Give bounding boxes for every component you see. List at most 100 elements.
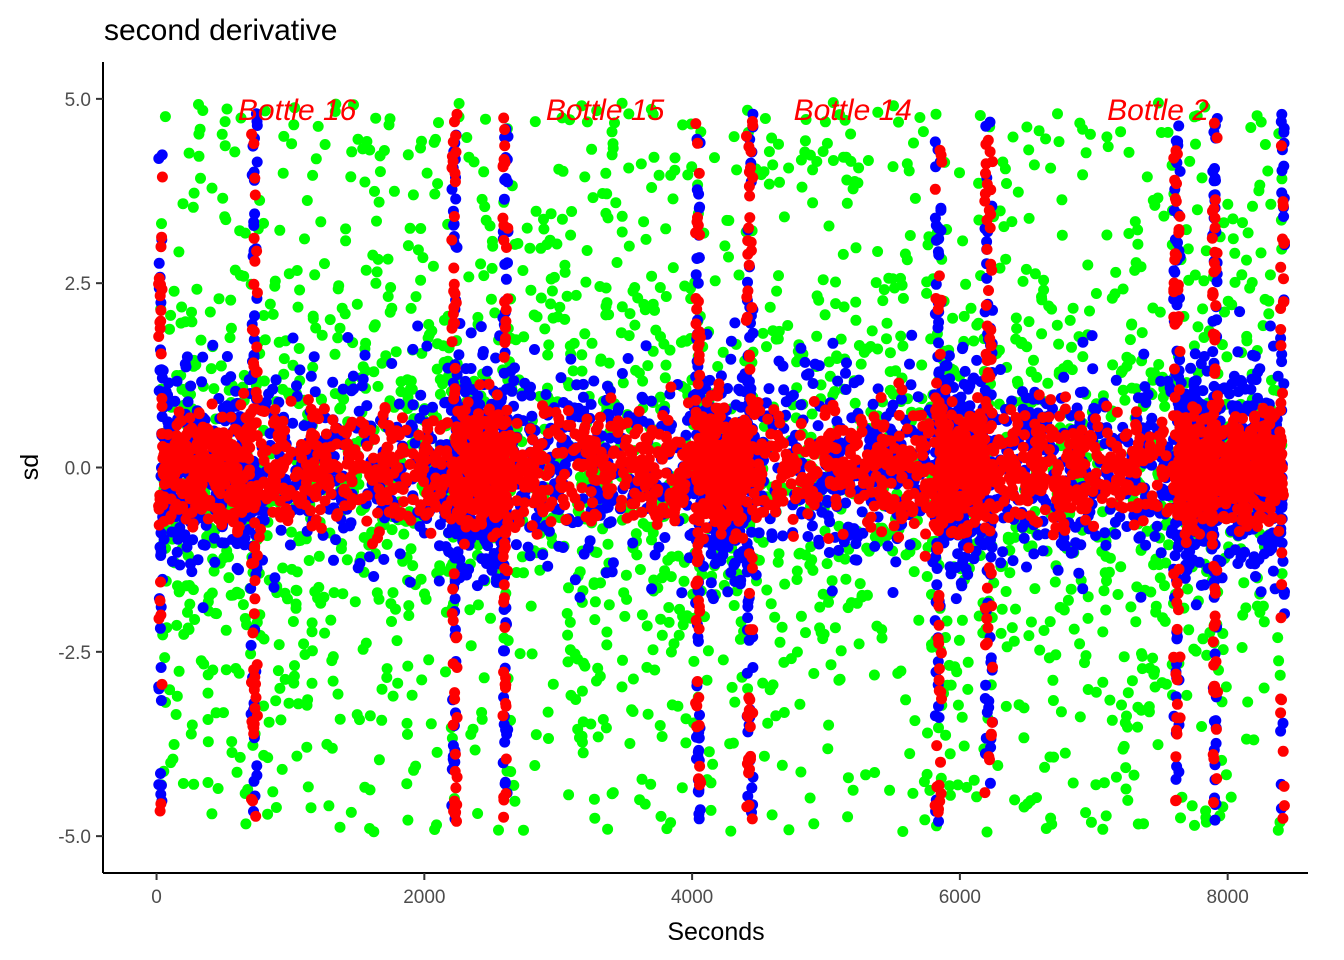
data-point-green [814,622,826,634]
data-point-blue [275,524,287,536]
data-point-blue [745,383,757,395]
data-point-green [264,298,276,310]
data-point-green [1045,162,1057,174]
data-point-green [1122,794,1134,806]
data-point-green [288,119,300,131]
data-point-green [514,648,526,660]
data-point-green [1242,227,1254,239]
data-point-green [944,789,956,801]
data-point-green [841,197,853,209]
data-point-green [410,291,422,303]
data-point-green [225,322,237,334]
data-point-green [557,165,569,177]
data-point-green [1253,185,1265,197]
data-point-green [951,666,963,678]
data-point-blue [196,376,208,388]
data-point-blue [542,560,554,572]
data-point-green [225,294,237,306]
data-point-blue [1110,374,1122,386]
data-point-green [576,730,588,742]
data-point-green [623,162,635,174]
data-point-green [1221,351,1233,363]
data-point-green [1100,604,1112,616]
data-point-green [1155,127,1167,138]
data-point-blue [730,399,742,411]
data-point-blue [393,398,405,410]
data-point-green [269,280,281,292]
data-point-green [542,349,554,361]
data-point-green [866,325,878,337]
data-point-green [195,172,206,184]
data-point-green [791,646,803,658]
data-point-green [1225,791,1237,803]
data-point-blue [912,391,924,403]
data-point-green [186,306,197,318]
data-point-green [907,787,919,799]
data-point-green [234,269,246,281]
data-point-green [606,149,618,161]
data-point-green [274,224,286,236]
data-point-green [1129,216,1141,228]
data-point-green [1058,604,1070,616]
data-point-green [811,156,823,167]
data-point-green [1255,116,1267,128]
data-point-blue [328,554,339,566]
data-point-green [757,327,769,339]
data-point-blue [799,356,811,368]
data-point-green [944,748,956,760]
data-point-green [216,128,228,140]
data-point-green [719,240,731,252]
data-point-green [635,158,647,170]
data-point-green [332,283,344,295]
data-point-green [559,266,571,278]
data-point-green [772,556,784,568]
data-point-blue [221,351,233,362]
data-point-green [1274,669,1286,681]
data-point-green [1029,268,1041,280]
data-point-green [1248,734,1260,746]
data-point-green [1245,122,1257,133]
data-point-green [1154,572,1166,584]
data-point-blue [1028,548,1040,560]
data-point-green [831,350,843,362]
data-point-green [292,698,304,710]
data-point-green [952,779,964,791]
data-point-green [602,212,614,224]
data-point-blue [1018,532,1030,544]
data-point-green [869,767,881,778]
data-point-blue [1135,591,1147,603]
data-point-green [159,652,171,664]
data-point-green [1045,812,1057,824]
data-point-green [213,293,225,305]
points-layer [153,97,1290,838]
data-point-green [294,284,306,296]
data-point-green [1101,229,1113,241]
data-point-green [678,575,690,587]
data-point-green [292,301,304,313]
data-point-green [579,171,591,183]
data-point-green [1010,333,1022,345]
data-point-green [529,760,541,771]
data-point-green [1147,652,1159,664]
data-point-green [1276,173,1288,185]
data-point-green [401,778,413,790]
data-point-blue [709,558,721,570]
data-point-green [274,682,286,694]
data-point-green [267,786,279,798]
data-point-green [900,694,912,706]
data-point-green [564,644,576,656]
data-point-green [1229,276,1241,288]
data-point-green [1002,531,1014,543]
data-point-green [654,720,666,731]
data-point-green [402,660,414,672]
data-point-green [168,739,180,750]
data-point-blue [887,399,899,411]
data-point-blue [649,549,661,561]
data-point-green [301,195,313,206]
data-point-green [808,818,820,830]
data-point-green [403,600,415,612]
data-point-green [1022,798,1034,810]
data-point-green [487,240,499,252]
data-point-green [586,337,598,349]
data-point-green [525,600,537,612]
